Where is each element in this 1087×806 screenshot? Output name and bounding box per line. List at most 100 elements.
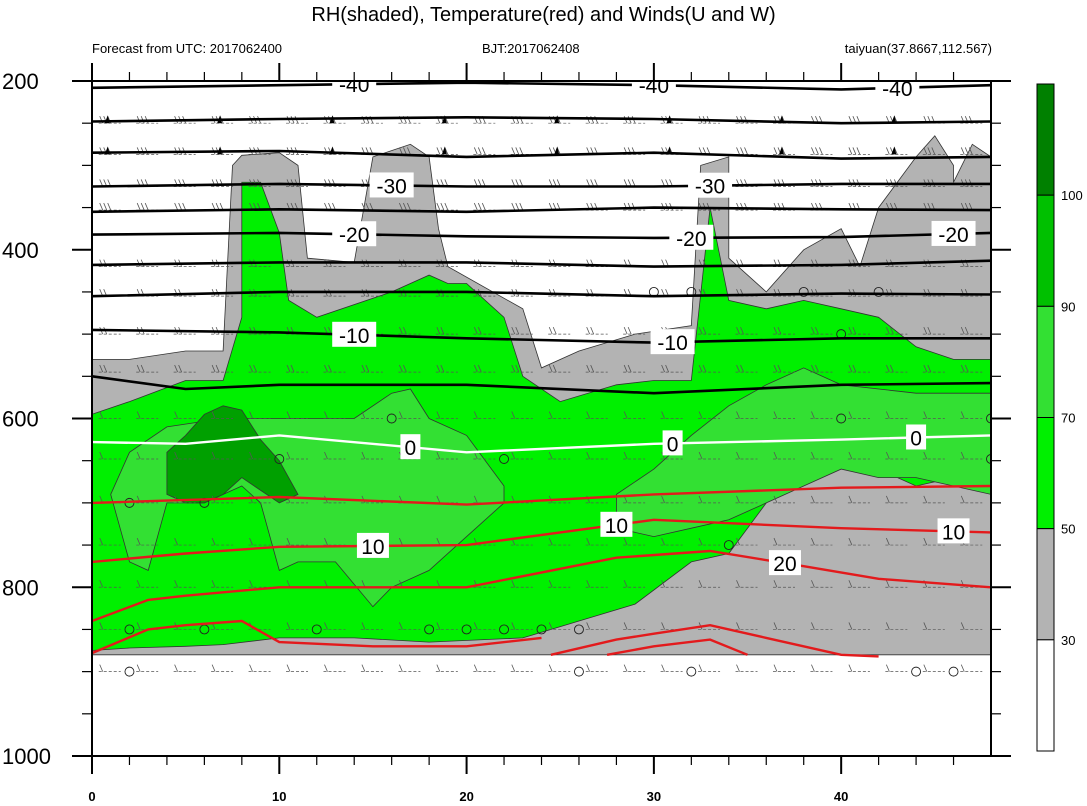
wind-barb-pennant	[554, 146, 560, 155]
contour-label: -30	[688, 172, 733, 199]
wind-barb-feather	[286, 411, 291, 419]
wind-barb-feather	[736, 622, 740, 630]
wind-barb	[847, 326, 870, 335]
contour-label: -10	[332, 321, 377, 348]
wind-barb	[548, 580, 571, 588]
wind-barb	[435, 622, 458, 630]
wind-barb-feather	[99, 580, 104, 588]
wind-barb-feather	[661, 451, 665, 460]
calm-wind-circle	[948, 666, 959, 677]
wind-barb-feather	[511, 364, 516, 373]
wind-barb-feather	[324, 537, 328, 546]
contour-label-box	[369, 172, 414, 198]
wind-barb-feather	[885, 664, 890, 672]
wind-barb-feather	[736, 411, 740, 419]
calm-wind-circle	[461, 624, 472, 635]
wind-barb	[510, 326, 533, 335]
wind-barb-pennant	[891, 146, 897, 155]
wind-barb-feather	[623, 580, 628, 588]
wind-barb-feather	[848, 580, 853, 588]
wind-barb	[173, 537, 196, 546]
wind-barb-feather	[923, 411, 928, 419]
contour-label-text: -20	[938, 224, 968, 247]
contour-label-text: 10	[605, 515, 628, 538]
contour-label: -20	[669, 224, 714, 251]
wind-barb-feather	[249, 537, 253, 546]
wind-barb	[735, 622, 758, 630]
colorbar-label: 70	[1061, 411, 1075, 426]
wind-barb	[98, 411, 121, 419]
wind-barb-feather	[515, 326, 520, 335]
wind-barb-feather	[586, 411, 591, 419]
temperature-contour-0	[92, 434, 991, 454]
wind-barb	[698, 364, 721, 373]
colorbar-label: 30	[1061, 633, 1075, 648]
wind-barb	[548, 411, 571, 419]
wind-barb	[772, 495, 795, 504]
wind-barb-feather	[923, 537, 928, 546]
wind-barb	[286, 537, 309, 546]
wind-barb	[98, 622, 121, 630]
wind-barb	[922, 451, 945, 460]
wind-barb	[510, 411, 533, 419]
wind-barb	[810, 664, 833, 672]
wind-barb	[136, 364, 159, 373]
wind-barb-feather	[736, 147, 740, 155]
rh-region-90-4	[166, 405, 299, 504]
colorbar-label: 100	[1061, 188, 1083, 203]
wind-barb-feather	[361, 664, 366, 672]
wind-barb-feather	[811, 147, 815, 155]
wind-barb-feather	[174, 537, 179, 546]
y-tick-label: 800	[2, 575, 39, 600]
wind-barb	[173, 451, 196, 460]
colorbar-segment	[1036, 528, 1055, 641]
wind-barb-feather	[698, 664, 703, 672]
wind-barb-feather	[286, 364, 291, 373]
wind-barb-feather	[436, 411, 441, 419]
wind-barb-feather	[436, 364, 441, 373]
wind-barb	[810, 451, 833, 460]
wind-barb-feather	[211, 537, 216, 546]
wind-barb-feather	[286, 664, 291, 672]
wind-barb	[810, 495, 833, 504]
wind-barb-feather	[968, 147, 973, 155]
wind-barb-pennant	[441, 115, 447, 124]
wind-barb	[885, 537, 908, 546]
wind-barb-feather	[436, 537, 441, 546]
wind-barb	[660, 580, 683, 588]
wind-barb	[772, 580, 795, 588]
wind-barb	[585, 664, 608, 672]
wind-barb	[398, 664, 421, 672]
wind-barb-feather	[324, 411, 328, 419]
wind-barb-feather	[511, 326, 516, 335]
wind-barb-feather	[399, 326, 403, 335]
wind-barb	[772, 537, 795, 546]
wind-barb-feather	[773, 537, 778, 546]
wind-barb	[510, 664, 533, 672]
wind-barb-feather	[324, 364, 328, 373]
wind-barb-feather	[923, 147, 928, 155]
wind-barb-feather	[852, 326, 857, 335]
wind-barb	[510, 451, 533, 460]
calm-wind-circle	[499, 624, 509, 635]
wind-barb-feather	[515, 364, 520, 373]
wind-barb-feather	[552, 326, 557, 335]
wind-barb-feather	[328, 364, 332, 373]
contour-label-box	[937, 518, 970, 544]
wind-barb	[922, 537, 945, 546]
wind-barb	[360, 364, 383, 373]
wind-barb-feather	[473, 326, 478, 335]
wind-barb-feather	[627, 326, 632, 335]
wind-barb	[360, 451, 383, 460]
wind-barb	[885, 622, 908, 630]
wind-barb	[772, 326, 795, 335]
wind-barb	[585, 537, 608, 546]
wind-barb-feather	[848, 147, 853, 155]
wind-barb-feather	[661, 411, 665, 419]
wind-barb-feather	[627, 364, 632, 373]
wind-barb	[585, 411, 608, 419]
wind-barb-feather	[136, 580, 141, 588]
wind-barb-feather	[623, 664, 628, 672]
temperature-contour-10	[92, 484, 991, 506]
wind-barb	[585, 364, 608, 373]
